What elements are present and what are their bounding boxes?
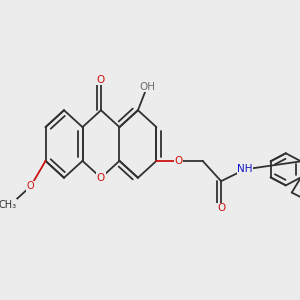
Text: O: O xyxy=(27,181,34,191)
Text: CH₃: CH₃ xyxy=(0,200,16,210)
Text: O: O xyxy=(175,156,183,166)
Text: O: O xyxy=(217,203,225,213)
Text: O: O xyxy=(97,173,105,183)
Text: O: O xyxy=(97,75,105,85)
Text: NH: NH xyxy=(237,164,253,174)
Text: OH: OH xyxy=(139,82,155,92)
